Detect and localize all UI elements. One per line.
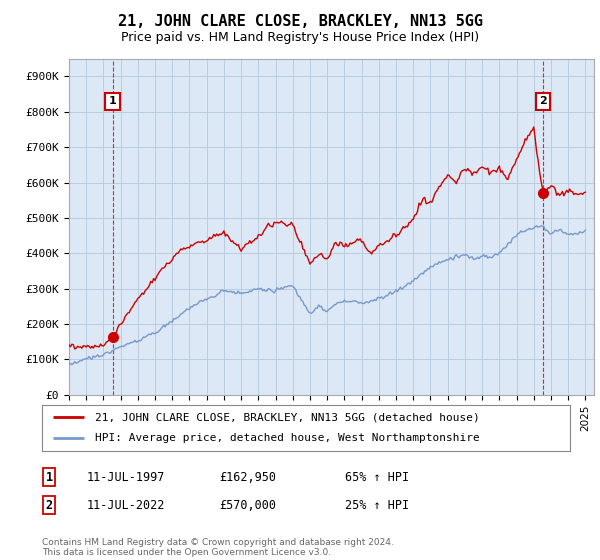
Text: 25% ↑ HPI: 25% ↑ HPI (345, 498, 409, 512)
Text: 21, JOHN CLARE CLOSE, BRACKLEY, NN13 5GG: 21, JOHN CLARE CLOSE, BRACKLEY, NN13 5GG (118, 14, 482, 29)
Text: 21, JOHN CLARE CLOSE, BRACKLEY, NN13 5GG (detached house): 21, JOHN CLARE CLOSE, BRACKLEY, NN13 5GG… (95, 412, 479, 422)
Text: £570,000: £570,000 (219, 498, 276, 512)
Text: Price paid vs. HM Land Registry's House Price Index (HPI): Price paid vs. HM Land Registry's House … (121, 31, 479, 44)
Text: 2: 2 (539, 96, 547, 106)
Text: 1: 1 (46, 470, 53, 484)
Text: 2: 2 (46, 498, 53, 512)
Text: 11-JUL-2022: 11-JUL-2022 (87, 498, 166, 512)
Text: £162,950: £162,950 (219, 470, 276, 484)
Text: Contains HM Land Registry data © Crown copyright and database right 2024.
This d: Contains HM Land Registry data © Crown c… (42, 538, 394, 557)
Text: 11-JUL-1997: 11-JUL-1997 (87, 470, 166, 484)
Text: 1: 1 (109, 96, 116, 106)
Text: HPI: Average price, detached house, West Northamptonshire: HPI: Average price, detached house, West… (95, 433, 479, 444)
Text: 65% ↑ HPI: 65% ↑ HPI (345, 470, 409, 484)
